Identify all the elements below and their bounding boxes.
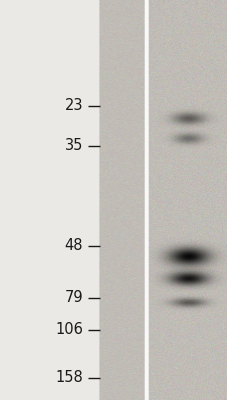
Text: 79: 79 bbox=[64, 290, 83, 306]
Text: 48: 48 bbox=[64, 238, 83, 254]
Text: 35: 35 bbox=[64, 138, 83, 154]
Text: 23: 23 bbox=[64, 98, 83, 114]
Text: 106: 106 bbox=[55, 322, 83, 338]
Text: 158: 158 bbox=[55, 370, 83, 386]
